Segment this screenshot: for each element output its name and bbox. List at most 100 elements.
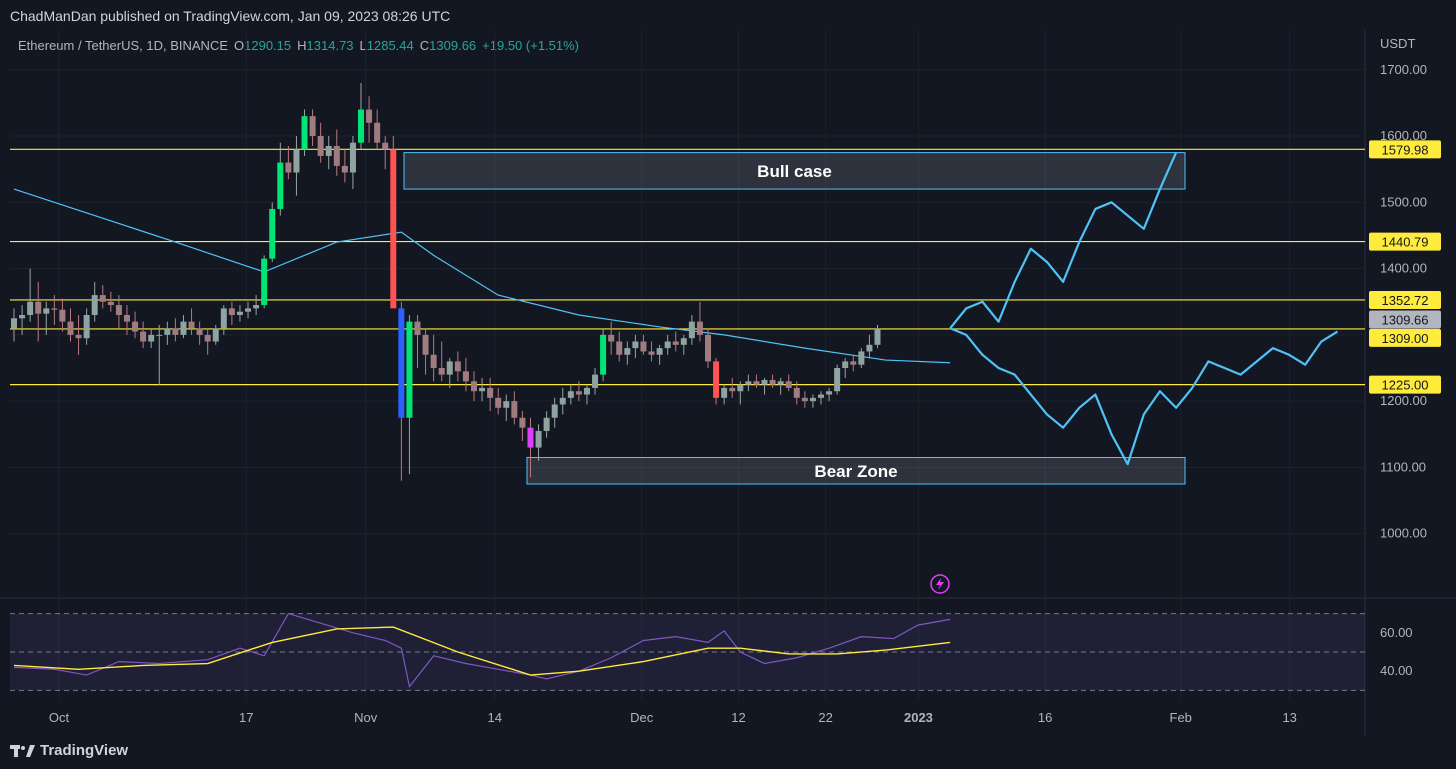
candle [648,341,655,362]
x-tick-label: 17 [239,710,253,725]
candle [672,331,679,352]
rsi-ma-line [13,626,951,676]
candle-body [713,361,720,398]
candle [107,291,114,312]
candle [188,308,195,335]
candle-body [608,334,615,342]
candle-body [325,145,332,156]
high-label: H [297,38,307,53]
y-tick-label: 1700.00 [1380,62,1427,77]
candle [745,374,752,392]
candle [382,136,389,170]
candle-body [99,295,106,302]
candle [462,358,469,392]
y-tick-label: 1400.00 [1380,261,1427,276]
candle [777,377,784,395]
candle [793,381,800,405]
candle [503,394,510,422]
symbol-name: Ethereum / TetherUS, 1D, BINANCE [18,38,229,53]
candle [253,295,260,315]
bear-zone-label: Bear Zone [814,462,897,481]
candle-body [390,149,397,309]
candle-body [382,142,389,150]
candle-body [188,321,195,329]
candle [705,328,712,369]
footer: TradingView [0,736,1456,769]
candle-body [140,331,147,342]
candle [575,381,582,402]
lightning-icon [936,578,944,590]
price-badge [1369,328,1441,347]
candle [115,295,122,329]
tradingview-brand[interactable]: TradingView [10,742,128,759]
chart-canvas[interactable]: 1000.001100.001200.001300.001400.001500.… [0,0,1456,736]
candle [688,315,695,345]
candle [75,315,82,355]
candle [664,334,671,355]
candle [430,334,437,382]
candle-body [75,334,82,339]
candle [470,371,477,402]
candle [220,305,227,335]
candle [551,397,558,428]
candle [140,321,147,349]
candle-body [374,122,381,143]
candle [285,145,292,180]
candle [535,424,542,461]
low-value: 1285.44 [366,38,414,53]
candle-body [874,328,881,345]
candle [99,285,106,309]
candle-body [83,315,90,339]
candle [640,334,647,355]
price-badge [1369,290,1441,309]
candle [527,417,534,478]
candle-body [204,334,211,342]
candle [43,301,50,335]
candle [842,358,849,378]
moving-average-line [13,188,951,364]
y-tick-label: 1100.00 [1380,459,1426,474]
candle-body [858,351,865,365]
candle-body [519,417,526,428]
candle-body [583,387,590,395]
candle-body [91,295,98,315]
price-badge [1369,232,1441,251]
x-tick-label: Nov [354,710,378,725]
candle-body [551,404,558,418]
event-icon [930,574,950,594]
candle [826,387,833,402]
x-tick-label: Feb [1170,710,1192,725]
candle [406,315,413,475]
candle-body [616,341,623,355]
candle-body [511,401,518,418]
candle-body [67,321,74,335]
candle [51,295,58,325]
candle-body [59,309,66,322]
candle [567,384,574,405]
candle-body [495,397,502,408]
candle-body [180,321,187,335]
x-tick-label: 14 [488,710,502,725]
candle [301,109,308,156]
candle [390,136,397,309]
candle-body [341,165,348,173]
candle-body [809,397,816,402]
change-value: +19.50 (+1.51%) [482,38,580,53]
candle-body [293,149,300,173]
candle [511,391,518,425]
candle-body [301,116,308,150]
candle [236,305,243,322]
candle [148,328,155,349]
candle-body [761,379,768,385]
candle-body [115,305,122,315]
price-badge [1369,140,1441,159]
y-tick-label: 1000.00 [1380,526,1427,541]
candle-body [648,351,655,355]
candle-body [777,381,784,385]
candle [713,358,720,405]
candle-body [664,341,671,349]
bull-zone-label: Bull case [757,162,832,181]
candle-body [132,321,139,332]
candle [11,308,17,342]
bear-projection-path [949,327,1339,466]
